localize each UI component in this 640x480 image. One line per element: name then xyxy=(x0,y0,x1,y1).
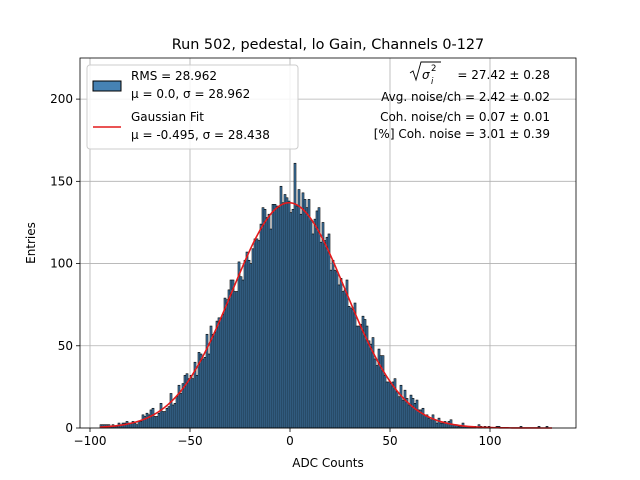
histogram-bar xyxy=(211,333,215,429)
y-tick-label: 100 xyxy=(50,257,73,271)
histogram-bar xyxy=(219,317,223,429)
coh-noise-percent-annotation: [%] Coh. noise = 3.01 ± 0.39 xyxy=(374,127,550,141)
histogram-bar xyxy=(251,248,255,429)
legend-histogram-label: RMS = 28.962 xyxy=(131,69,217,83)
x-tick-label: 0 xyxy=(286,434,294,448)
histogram-bar xyxy=(173,403,177,429)
histogram-bar xyxy=(161,411,165,429)
y-axis-ticks: 0 50 100 150 200 xyxy=(50,92,80,435)
histogram-bar xyxy=(207,353,211,429)
histogram-bar xyxy=(167,406,171,429)
sigma-subscript: i xyxy=(431,77,434,87)
plot-frame xyxy=(79,57,577,429)
histogram-bar xyxy=(221,314,225,429)
y-tick-label: 0 xyxy=(65,421,73,435)
histogram-bar xyxy=(133,422,137,429)
histogram-bar xyxy=(241,279,245,429)
histogram-bar xyxy=(253,238,257,429)
histogram-bar xyxy=(165,407,169,429)
histogram-bar xyxy=(183,375,187,429)
histogram-bar xyxy=(227,289,231,429)
histogram-bar xyxy=(249,263,253,429)
noise-annotations: σ 2 i = 27.42 ± 0.28 Avg. noise/ch = 2.4… xyxy=(374,61,550,141)
histogram-bar xyxy=(175,396,179,429)
histogram-bar xyxy=(157,412,161,429)
x-axis-ticks: −100 −50 0 50 100 xyxy=(74,428,502,448)
histogram-bar xyxy=(191,378,195,429)
histogram-bar xyxy=(155,416,159,429)
x-tick-label: 100 xyxy=(479,434,502,448)
legend-fit-stats: μ = -0.495, σ = 28.438 xyxy=(131,128,270,142)
legend-histogram-swatch xyxy=(92,80,122,92)
histogram-bar xyxy=(151,407,155,429)
x-tick-label: −100 xyxy=(74,434,107,448)
histogram-bar xyxy=(135,424,139,429)
histogram-bar xyxy=(247,259,251,429)
histogram-bar xyxy=(145,412,149,429)
histogram-bar xyxy=(171,404,175,429)
histogram-bar xyxy=(215,320,219,429)
x-axis-label: ADC Counts xyxy=(292,456,364,470)
legend-frame xyxy=(86,64,299,150)
histogram-bar xyxy=(245,251,249,429)
histogram-bar xyxy=(203,356,207,429)
histogram-bar xyxy=(243,259,247,429)
histogram-bar xyxy=(237,261,241,429)
avg-noise-annotation: Avg. noise/ch = 2.42 ± 0.02 xyxy=(381,90,550,104)
histogram-bar xyxy=(169,393,173,429)
histogram-bar xyxy=(239,276,243,429)
x-tick-label: 50 xyxy=(382,434,397,448)
histogram-bar xyxy=(201,358,205,429)
legend: RMS = 28.962 μ = 0.0, σ = 28.962 Gaussia… xyxy=(86,64,299,150)
sigma-total-value: = 27.42 ± 0.28 xyxy=(457,68,550,82)
histogram-bar xyxy=(139,421,143,429)
sigma-symbol: σ xyxy=(422,68,430,82)
histogram-bar xyxy=(179,393,183,429)
legend-histogram-stats: μ = 0.0, σ = 28.962 xyxy=(131,87,250,101)
histogram-bar xyxy=(187,378,191,429)
histogram-bar xyxy=(163,411,167,429)
chart-title: Run 502, pedestal, lo Gain, Channels 0-1… xyxy=(172,37,484,53)
histogram-bar xyxy=(223,297,227,429)
y-tick-label: 150 xyxy=(50,174,73,188)
histogram-bar xyxy=(213,332,217,429)
legend-fit-label: Gaussian Fit xyxy=(131,110,204,124)
histogram-bar xyxy=(233,291,237,429)
y-axis-label: Entries xyxy=(24,222,38,264)
histogram-bar xyxy=(225,299,229,429)
histogram-bar xyxy=(235,291,239,429)
histogram-bar xyxy=(217,317,221,429)
histogram-bar xyxy=(189,375,193,429)
y-tick-label: 50 xyxy=(58,339,73,353)
histogram-bar xyxy=(159,403,163,429)
histogram-bar xyxy=(229,279,233,429)
histogram-bar xyxy=(137,421,141,429)
y-tick-label: 200 xyxy=(50,92,73,106)
gaussian-fit-curve xyxy=(99,201,552,429)
histogram-bar xyxy=(199,353,203,429)
sqrt-radical xyxy=(409,61,441,82)
histogram-bar xyxy=(149,409,153,429)
histogram-bar xyxy=(231,279,235,429)
histogram-bar xyxy=(141,414,145,429)
sigma-superscript: 2 xyxy=(431,64,436,74)
histogram-bar xyxy=(195,375,199,429)
coh-noise-annotation: Coh. noise/ch = 0.07 ± 0.01 xyxy=(380,110,550,124)
gaussian-fit-layer xyxy=(99,201,552,429)
x-tick-label: −50 xyxy=(177,434,202,448)
histogram-bar xyxy=(153,416,157,429)
